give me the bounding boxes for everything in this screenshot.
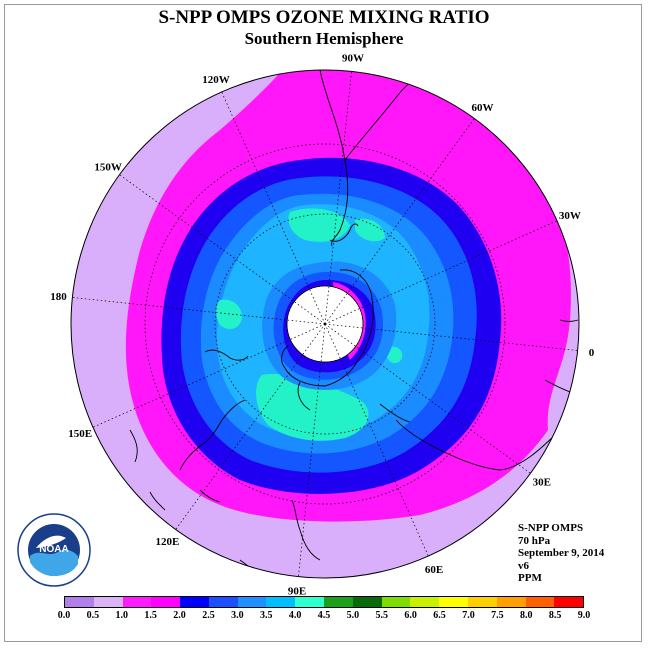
color-scale-tick-label: 4.0	[288, 610, 302, 621]
latitude-circle	[214, 213, 436, 435]
color-scale-segment	[410, 597, 440, 607]
color-scale-tick-label: 8.5	[548, 610, 562, 621]
latitude-circle	[144, 143, 506, 505]
longitude-label: 120E	[156, 536, 180, 548]
color-scale-ticks: 0.0 0.5 1.0 1.5 2.0 2.5 3.0 3.5 4.0 4.5 5.0 5.5 6.0 6…	[0, 610, 648, 624]
longitude-label: 30E	[533, 477, 551, 489]
color-scale-segment	[324, 597, 353, 607]
color-scale-tick-label: 8.0	[519, 610, 533, 621]
longitude-label: 150E	[68, 428, 92, 440]
color-scale-tick-label: 7.5	[491, 610, 504, 621]
map-subtitle: Southern Hemisphere	[244, 29, 404, 48]
color-scale-bar	[64, 596, 584, 608]
color-scale-segment	[554, 597, 584, 607]
color-scale-segment	[381, 597, 411, 607]
color-scale-tick-label: 3.5	[259, 610, 273, 621]
color-scale-tick-label: 0.0	[57, 610, 71, 621]
color-scale-segment	[467, 597, 497, 607]
longitude-label: 60E	[425, 564, 443, 576]
color-scale-segment	[496, 597, 526, 607]
color-scale-tick-label: 2.5	[202, 610, 215, 621]
figure-frame	[4, 4, 642, 642]
color-scale-tick-label: 2.0	[173, 610, 186, 621]
longitude-label: 150W	[94, 161, 122, 173]
color-scale-tick-label: 4.5	[317, 610, 331, 621]
color-scale-segment	[237, 597, 267, 607]
field-cyan-patch	[355, 218, 385, 242]
info-level: 70 hPa	[518, 534, 551, 547]
longitude-label: 30W	[559, 210, 581, 222]
color-scale-segment	[65, 597, 94, 607]
color-scale-tick-label: 7.0	[462, 610, 475, 621]
color-scale-segment	[352, 597, 382, 607]
color-scale-segment	[93, 597, 123, 607]
field-cyan-patch	[216, 299, 242, 330]
color-scale-segment	[208, 597, 238, 607]
info-instrument: S-NPP OMPS	[518, 522, 584, 534]
graticule	[72, 71, 578, 577]
color-scale-tick-label: 9.0	[577, 610, 591, 621]
color-scale-segment	[295, 597, 325, 607]
noaa-logo-text: NOAA	[39, 544, 68, 555]
color-scale-segment	[525, 597, 555, 607]
longitude-label: 120W	[202, 74, 230, 86]
color-scale-tick-label: 3.0	[231, 610, 244, 621]
map-boundary	[70, 69, 580, 579]
color-scale-tick-label: 6.5	[433, 610, 446, 621]
color-scale-segment	[439, 597, 468, 607]
longitude-label: 0	[589, 347, 595, 359]
color-scale-tick-label: 5.5	[375, 610, 389, 621]
color-scale-segment	[151, 597, 181, 607]
color-scale-segment	[180, 597, 209, 607]
longitude-label: 60W	[472, 102, 494, 114]
longitude-label: 90W	[342, 52, 364, 64]
longitude-label: 90E	[288, 586, 306, 598]
info-version: v6	[518, 559, 529, 572]
latitude-circle	[286, 285, 364, 363]
color-scale-tick-label: 0.5	[86, 610, 100, 621]
info-date: September 9, 2014	[518, 547, 605, 559]
longitude-label: 180	[50, 291, 67, 303]
color-scale-tick-label: 1.0	[115, 610, 129, 621]
color-scale-tick-label: 5.0	[346, 610, 360, 621]
info-block: S-NPP OMPS 70 hPa September 9, 2014 v6 P…	[518, 522, 604, 585]
map-title: S-NPP OMPS OZONE MIXING RATIO	[158, 7, 490, 28]
color-scale-tick-label: 6.0	[404, 610, 417, 621]
longitude-labels: 90W 60W 30W 0 30E 60E 90E 120E 150E 180 150W 120W	[50, 52, 595, 597]
noaa-logo: NOAA	[17, 513, 91, 587]
field-cyan-patch	[256, 374, 369, 441]
info-units: PPM	[518, 572, 542, 584]
color-scale-tick-label: 1.5	[144, 610, 157, 621]
field-cyan-patch	[387, 346, 403, 364]
field-cyan-patch	[288, 208, 350, 242]
color-scale-segment	[122, 597, 152, 607]
color-scale-segment	[266, 597, 296, 607]
